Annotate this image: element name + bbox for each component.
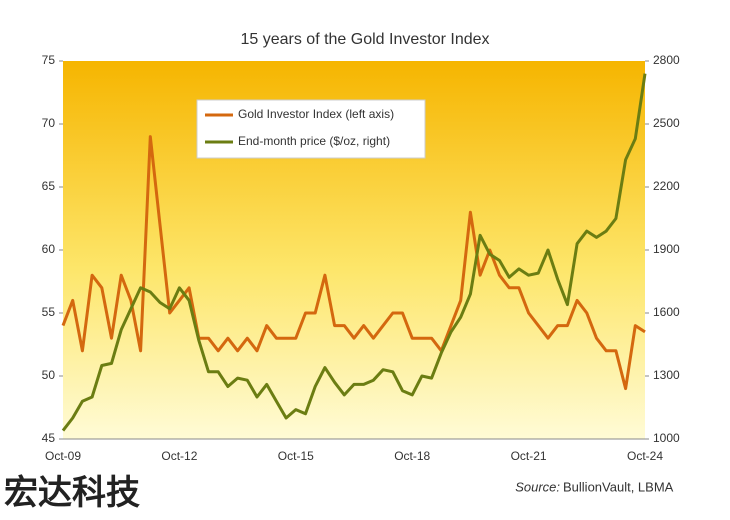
legend-box bbox=[196, 99, 426, 159]
y-tick-label: 75 bbox=[42, 53, 56, 67]
x-tick-label: Oct-18 bbox=[394, 449, 430, 463]
series-line bbox=[61, 73, 647, 432]
y2-tick-label: 1900 bbox=[653, 242, 680, 256]
y-tick-label: 50 bbox=[42, 368, 56, 382]
y2-tick-label: 1300 bbox=[653, 368, 680, 382]
y-tick-label: 55 bbox=[42, 305, 56, 319]
y-tick-label: 60 bbox=[42, 242, 56, 256]
x-tick-label: Oct-15 bbox=[278, 449, 314, 463]
watermark: 宏达科技 bbox=[4, 473, 140, 512]
y2-tick-label: 2200 bbox=[653, 179, 680, 193]
source: BullionVault, LBMA bbox=[563, 479, 674, 494]
y-tick-label: 45 bbox=[42, 431, 56, 445]
x-tick-label: Oct-24 bbox=[627, 449, 663, 463]
series-line bbox=[61, 135, 646, 391]
y-tick-label: 65 bbox=[42, 179, 56, 193]
y-tick-label: 70 bbox=[42, 116, 56, 130]
y2-tick-label: 2800 bbox=[653, 53, 680, 67]
chart-title: 15 years of the Gold Investor Index bbox=[240, 31, 489, 48]
x-tick-label: Oct-09 bbox=[45, 449, 81, 463]
x-tick-label: Oct-21 bbox=[511, 449, 547, 463]
y2-tick-label: 1600 bbox=[653, 305, 680, 319]
y2-tick-label: 2500 bbox=[653, 116, 680, 130]
source-label: Source: bbox=[515, 479, 560, 494]
y2-tick-label: 1000 bbox=[653, 431, 680, 445]
legend-label: Gold Investor Index (left axis) bbox=[238, 107, 394, 121]
legend-label: End-month price ($/oz, right) bbox=[238, 134, 390, 148]
x-tick-label: Oct-12 bbox=[161, 449, 197, 463]
legend: Gold Investor Index (left axis) End-month… bbox=[196, 99, 426, 159]
